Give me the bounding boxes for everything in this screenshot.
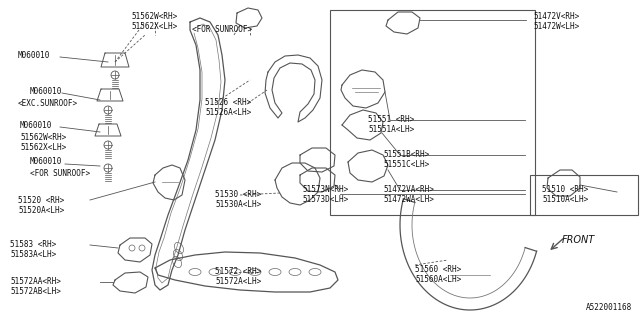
Text: 51573N<RH>
51573D<LH>: 51573N<RH> 51573D<LH> [302, 185, 348, 204]
Text: 51562W<RH>
51562X<LH>: 51562W<RH> 51562X<LH> [20, 133, 67, 152]
Bar [330, 10, 535, 215]
Text: 51551B<RH>
51551C<LH>: 51551B<RH> 51551C<LH> [383, 150, 429, 169]
Text: 51520 <RH>
51520A<LH>: 51520 <RH> 51520A<LH> [18, 196, 64, 215]
Text: 51560 <RH>
51560A<LH>: 51560 <RH> 51560A<LH> [415, 265, 461, 284]
Text: <FOR SUNROOF>: <FOR SUNROOF> [192, 26, 252, 35]
Text: A522001168: A522001168 [586, 303, 632, 312]
Text: M060010: M060010 [30, 87, 62, 97]
Text: 51583 <RH>
51583A<LH>: 51583 <RH> 51583A<LH> [10, 240, 56, 260]
Text: 51572AA<RH>
51572AB<LH>: 51572AA<RH> 51572AB<LH> [10, 277, 61, 296]
Text: M060010: M060010 [20, 121, 52, 130]
Text: 51572 <RH>
51572A<LH>: 51572 <RH> 51572A<LH> [215, 267, 261, 286]
Text: <EXC.SUNROOF>: <EXC.SUNROOF> [18, 99, 78, 108]
Text: 51526 <RH>
51526A<LH>: 51526 <RH> 51526A<LH> [205, 98, 252, 117]
Text: 51472V<RH>
51472W<LH>: 51472V<RH> 51472W<LH> [533, 12, 579, 31]
Text: <FOR SUNROOF>: <FOR SUNROOF> [30, 169, 90, 178]
Text: 51562W<RH>
51562X<LH>: 51562W<RH> 51562X<LH> [132, 12, 178, 31]
Text: 51551 <RH>
51551A<LH>: 51551 <RH> 51551A<LH> [368, 115, 414, 134]
Bar [530, 175, 638, 215]
Text: M060010: M060010 [18, 51, 51, 60]
Text: M060010: M060010 [30, 157, 62, 166]
Text: 51472VA<RH>
51472WA<LH>: 51472VA<RH> 51472WA<LH> [383, 185, 434, 204]
Text: 51510 <RH>
51510A<LH>: 51510 <RH> 51510A<LH> [542, 185, 588, 204]
Text: 51530 <RH>
51530A<LH>: 51530 <RH> 51530A<LH> [215, 190, 261, 209]
Text: FRONT: FRONT [562, 235, 595, 245]
